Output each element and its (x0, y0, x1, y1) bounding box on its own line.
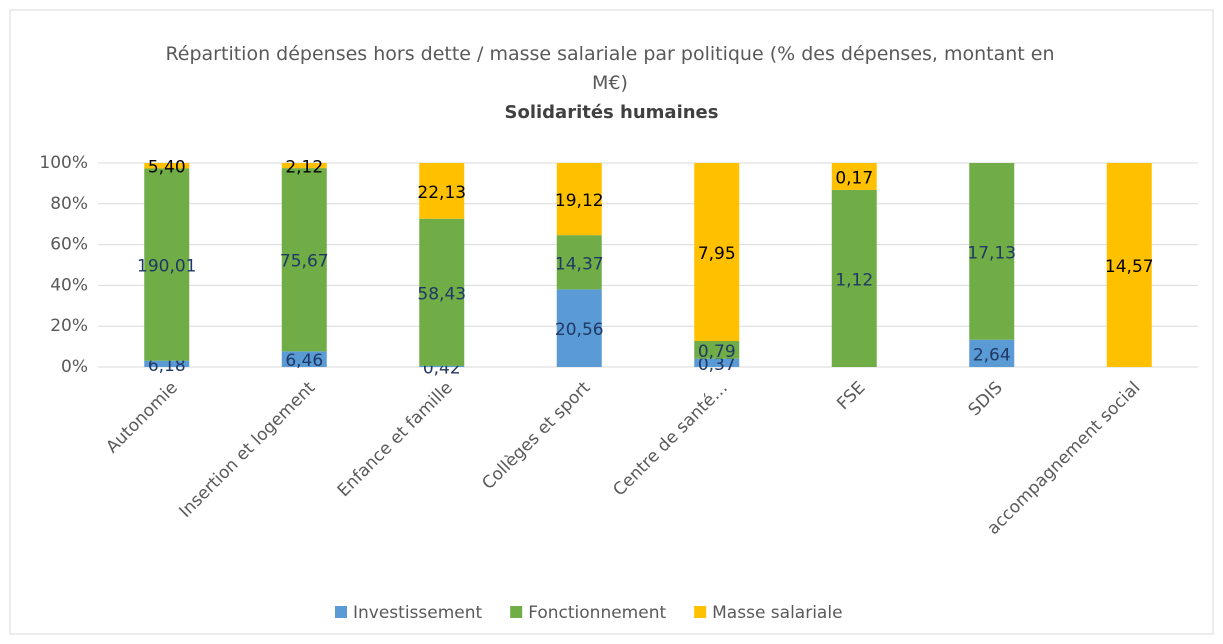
data-label: 1,12 (835, 270, 873, 290)
data-label: 14,37 (555, 254, 604, 274)
data-label: 22,13 (417, 183, 466, 203)
bar-segment (694, 358, 740, 367)
legend-swatch (694, 606, 707, 618)
bar-segment (556, 289, 602, 367)
data-label: 7,95 (698, 244, 736, 264)
data-label: 20,56 (555, 320, 604, 340)
y-tick-label: 60% (50, 235, 88, 255)
y-tick-label: 80% (50, 194, 88, 214)
bar-segment (419, 163, 465, 219)
legend-swatch (335, 606, 347, 618)
bar-segment (144, 163, 190, 169)
bar-segment (556, 235, 602, 290)
data-label: 0,17 (835, 168, 873, 188)
y-tick-label: 100% (39, 153, 88, 173)
data-label: 6,46 (285, 351, 323, 371)
legend-label: Masse salariale (712, 603, 842, 623)
bar-segment (1106, 163, 1152, 367)
bar-segment (831, 189, 877, 367)
data-label: 6,18 (148, 356, 186, 376)
chart-subtitle: Solidarités humaines (504, 102, 719, 123)
bar-segment (144, 168, 190, 361)
data-label: 14,57 (1105, 257, 1154, 277)
data-label: 0,37 (698, 355, 736, 375)
data-label: 58,43 (417, 284, 466, 304)
data-label: 190,01 (137, 257, 196, 277)
bar-segment (281, 163, 327, 169)
bar-segment (694, 341, 740, 359)
legend-swatch (510, 606, 523, 618)
bar-segment (281, 168, 327, 352)
data-label: 2,64 (973, 345, 1011, 365)
data-label: 75,67 (280, 252, 329, 272)
data-label: 17,13 (967, 243, 1016, 263)
bar-segment (969, 339, 1015, 367)
bar-segment (281, 351, 327, 367)
data-label: 0,79 (698, 342, 736, 362)
y-tick-label: 40% (50, 275, 88, 295)
y-tick-label: 20% (50, 316, 88, 336)
legend-label: Fonctionnement (528, 603, 666, 623)
chart-title: Répartition dépenses hors dette / masse … (165, 43, 1055, 94)
y-tick-label: 0% (61, 357, 88, 377)
data-label: 5,40 (148, 158, 186, 178)
legend-label: Investissement (353, 603, 483, 623)
bar-segment (694, 163, 740, 342)
bar-segment (969, 163, 1015, 340)
bar-segment (144, 360, 190, 367)
bar-segment (556, 163, 602, 236)
bar-segment (831, 163, 877, 190)
bar-segment (419, 218, 465, 366)
data-label: 2,12 (285, 158, 323, 178)
bar-segment (419, 365, 465, 367)
data-label: 19,12 (555, 191, 604, 211)
